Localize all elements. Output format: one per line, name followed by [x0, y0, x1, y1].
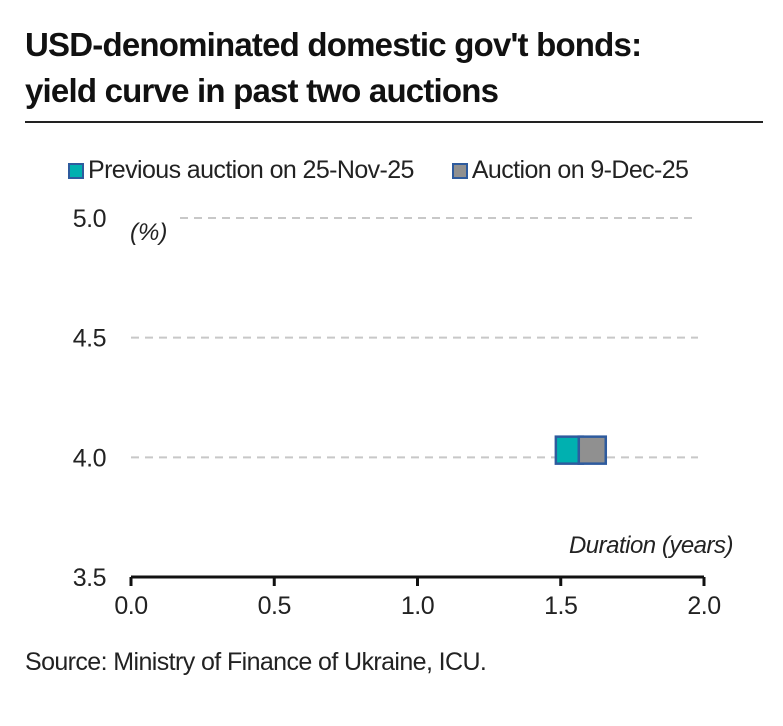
legend-label-current-auction: Auction on 9-Dec-25	[471, 156, 689, 184]
x-tick-label-0.0: 0.0	[114, 592, 147, 620]
legend-label-previous-auction: Previous auction on 25-Nov-25	[88, 156, 414, 184]
chart-title-line-2: yield curve in past two auctions	[25, 72, 499, 109]
x-axis: 0.0 0.5 1.0 1.5 2.0	[114, 575, 721, 620]
gridlines	[131, 217, 698, 459]
y-axis-tick-labels: 5.0 4.5 4.0 3.5	[73, 205, 107, 592]
y-axis-unit-label: (%)	[130, 219, 167, 246]
chart-title-line-1: USD-denominated domestic gov't bonds:	[25, 26, 642, 63]
chart-legend: Previous auction on 25-Nov-25 Auction on…	[68, 156, 689, 185]
legend-swatch-previous-auction	[68, 162, 84, 179]
x-axis-title: Duration (years)	[569, 532, 733, 559]
y-tick-label-5.0: 5.0	[73, 205, 106, 233]
x-tick-label-1.0: 1.0	[401, 592, 434, 620]
y-tick-label-4.5: 4.5	[73, 325, 106, 353]
legend-swatch-current-auction	[451, 162, 468, 179]
data-points	[554, 435, 608, 465]
chart-title: USD-denominated domestic gov't bonds: yi…	[25, 22, 642, 114]
source-note: Source: Ministry of Finance of Ukraine, …	[25, 648, 487, 676]
title-divider	[25, 121, 763, 123]
x-tick-label-0.5: 0.5	[258, 592, 291, 620]
legend-item-previous-auction: Previous auction on 25-Nov-25	[68, 156, 414, 185]
x-tick-label-1.5: 1.5	[544, 592, 577, 620]
x-tick-label-2.0: 2.0	[687, 592, 720, 620]
legend-item-current-auction: Auction on 9-Dec-25	[451, 156, 689, 185]
data-point-series-2-0	[577, 435, 608, 465]
y-tick-label-3.5: 3.5	[73, 564, 106, 592]
y-tick-label-4.0: 4.0	[73, 444, 106, 472]
